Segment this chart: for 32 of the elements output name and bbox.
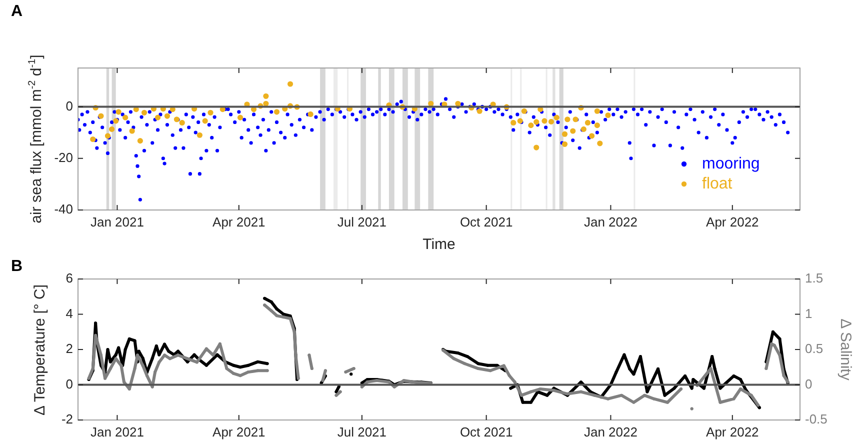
y-tick-label: -2	[61, 412, 73, 427]
x-tick-label: Apr 2022	[706, 424, 759, 440]
x-tick-label: Apr 2021	[212, 424, 266, 440]
y-tick-label: -40	[54, 202, 73, 217]
y2-tick-label: 0.5	[805, 341, 824, 356]
y2-tick-label: -0.5	[805, 412, 828, 427]
legend-label: mooring	[702, 155, 760, 172]
y2-axis-title: Δ Salinity	[836, 318, 854, 381]
y-tick-label: 0	[66, 98, 73, 114]
y2-tick-label: 1	[805, 306, 812, 321]
y2-tick-label: 1.5	[805, 270, 824, 286]
x-tick-label: Oct 2021	[460, 424, 513, 440]
x-tick-label: Jan 2022	[584, 424, 638, 440]
chart-title: B	[11, 258, 23, 276]
y-tick-label: 4	[66, 306, 73, 321]
y2-tick-label: 0	[805, 376, 812, 392]
x-tick-label: Jan 2021	[90, 214, 144, 230]
x-tick-label: Jan 2022	[584, 214, 638, 230]
x-tick-label: Jul 2021	[337, 214, 387, 230]
x-tick-label: Apr 2021	[212, 214, 266, 230]
y-tick-label: -20	[54, 150, 73, 165]
y-axis-title: Δ Temperature [° C]	[32, 284, 48, 416]
x-tick-label: Jan 2021	[90, 424, 144, 440]
chart-title: A	[11, 3, 23, 21]
x-tick-label: Jul 2021	[337, 424, 387, 440]
x-tick-label: Apr 2022	[706, 214, 759, 230]
y-tick-label: 2	[66, 341, 73, 356]
x-tick-label: Oct 2021	[460, 214, 513, 230]
y-tick-label: 0	[66, 376, 73, 392]
legend-label: float	[702, 175, 733, 192]
y-tick-label: 6	[66, 270, 73, 286]
x-axis-title: Time	[422, 236, 456, 254]
